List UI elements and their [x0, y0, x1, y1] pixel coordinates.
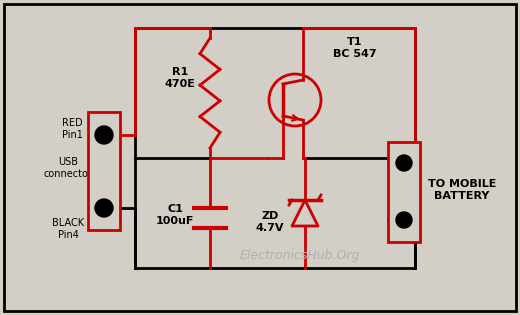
Text: C1
100uF: C1 100uF — [156, 204, 194, 226]
Circle shape — [396, 155, 412, 171]
Text: USB
connector: USB connector — [44, 157, 93, 179]
Text: BLACK
Pin4: BLACK Pin4 — [52, 218, 84, 240]
Circle shape — [95, 199, 113, 217]
Circle shape — [396, 212, 412, 228]
Bar — [88, 112, 120, 230]
Text: RED
Pin1: RED Pin1 — [61, 118, 83, 140]
Text: R1
470E: R1 470E — [164, 67, 196, 89]
Text: T1
BC 547: T1 BC 547 — [333, 37, 377, 59]
Circle shape — [95, 126, 113, 144]
Bar — [388, 142, 420, 242]
Text: ElectronicsHub.Org: ElectronicsHub.Org — [240, 249, 360, 261]
Text: ZD
4.7V: ZD 4.7V — [256, 211, 284, 233]
Text: TO MOBILE
BATTERY: TO MOBILE BATTERY — [428, 179, 496, 201]
